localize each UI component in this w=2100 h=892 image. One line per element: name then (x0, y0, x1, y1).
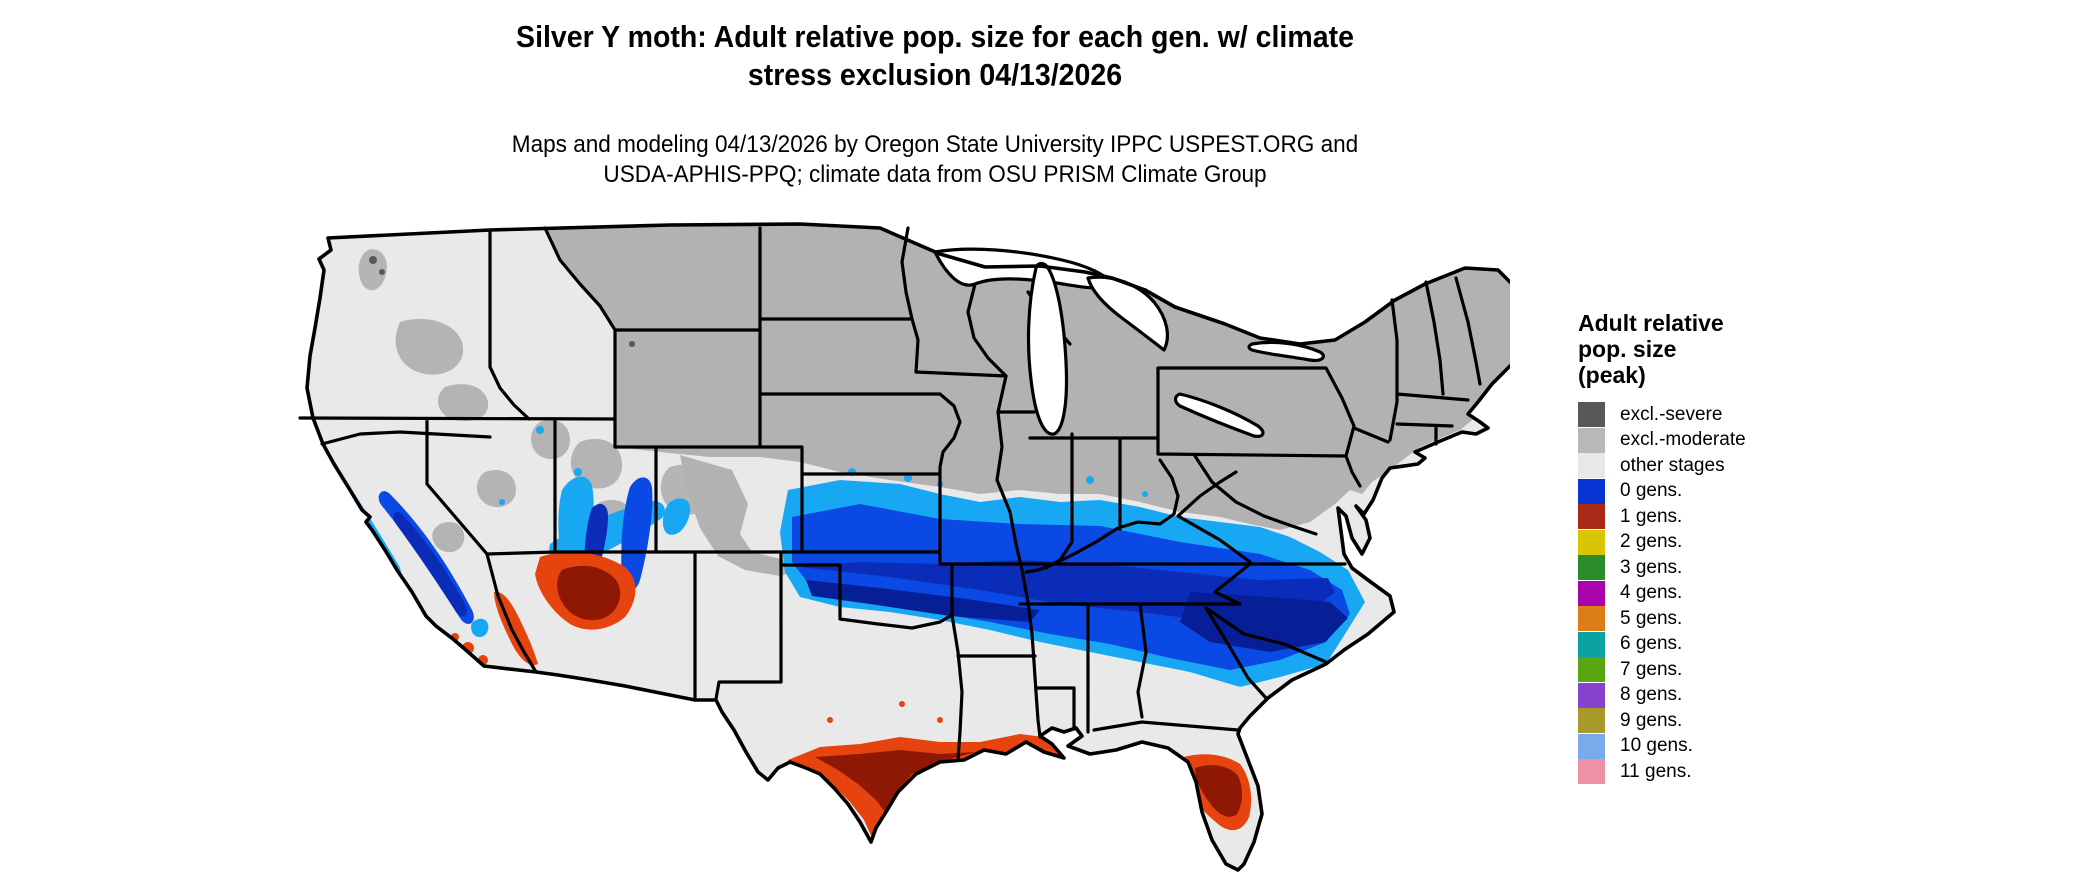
legend-item-label: 8 gens. (1620, 684, 1683, 706)
legend-item-label: 10 gens. (1620, 735, 1693, 757)
legend-color-swatch (1578, 453, 1605, 479)
legend-item-label: excl.-severe (1620, 403, 1723, 425)
legend-color-swatch (1578, 733, 1605, 759)
legend-item: 5 gens. (1578, 606, 1908, 632)
legend-color-swatch (1578, 657, 1605, 683)
legend-item-label: 6 gens. (1620, 633, 1683, 655)
lake-erie (1173, 392, 1265, 438)
legend-title-line-3: (peak) (1578, 362, 1646, 388)
subtitle-line-1: Maps and modeling 04/13/2026 by Oregon S… (511, 131, 1359, 158)
legend-color-swatch (1578, 529, 1605, 555)
legend-item-label: 4 gens. (1620, 582, 1683, 604)
gen1-region-florida-dark (1195, 765, 1243, 817)
legend-item-label: excl.-moderate (1620, 429, 1746, 451)
legend: Adult relative pop. size (peak) excl.-se… (1578, 310, 1908, 785)
legend-color-swatch (1578, 759, 1605, 785)
legend-item-label: 5 gens. (1620, 607, 1683, 629)
gen2-florida-keys (1159, 872, 1224, 880)
legend-item: 8 gens. (1578, 682, 1908, 709)
page-subtitle: Maps and modeling 04/13/2026 by Oregon S… (0, 130, 1870, 190)
legend-item: 9 gens. (1578, 708, 1908, 734)
legend-item-label: 3 gens. (1620, 556, 1683, 578)
legend-item: 3 gens. (1578, 555, 1908, 581)
great-lakes (933, 247, 1325, 438)
legend-item: 7 gens. (1578, 657, 1908, 683)
subtitle-line-2: USDA-APHIS-PPQ; climate data from OSU PR… (603, 161, 1267, 188)
legend-item-label: 9 gens. (1620, 709, 1683, 731)
us-choropleth-map (240, 172, 1538, 880)
legend-item-label: 7 gens. (1620, 658, 1683, 680)
legend-item: other stages (1578, 453, 1908, 479)
legend-color-swatch (1578, 504, 1605, 530)
legend-item-label: other stages (1620, 454, 1725, 476)
legend-color-swatch (1578, 682, 1605, 708)
gen1-texas-specks (827, 701, 943, 723)
gen0-band-deepest-ok (806, 580, 1040, 622)
title-line-2: stress exclusion 04/13/2026 (747, 57, 1123, 92)
legend-color-swatch (1578, 555, 1605, 581)
page-title: Silver Y moth: Adult relative pop. size … (0, 18, 1870, 94)
title-line-1: Silver Y moth: Adult relative pop. size … (516, 19, 1354, 54)
legend-color-swatch (1578, 478, 1605, 504)
legend-color-swatch (1578, 606, 1605, 632)
legend-color-swatch (1578, 402, 1605, 428)
legend-color-swatch (1578, 580, 1605, 606)
us-map-svg (298, 222, 1538, 880)
legend-item-label: 11 gens. (1620, 760, 1692, 782)
legend-items: excl.-severe excl.-moderate other stages… (1578, 402, 1908, 785)
legend-title: Adult relative pop. size (peak) (1578, 310, 1908, 388)
legend-item: excl.-moderate (1578, 427, 1908, 454)
legend-title-line-1: Adult relative (1578, 310, 1724, 336)
gen1-region-gulf (788, 734, 1062, 840)
excluded-severe-specks (369, 256, 635, 347)
legend-item: 1 gens. (1578, 504, 1908, 530)
legend-item: 2 gens. (1578, 529, 1908, 556)
legend-item: 4 gens. (1578, 580, 1908, 607)
legend-item-label: 2 gens. (1620, 531, 1683, 553)
gen1-region-gulf-dark (815, 750, 975, 812)
legend-color-swatch (1578, 631, 1605, 657)
legend-title-line-2: pop. size (1578, 336, 1677, 362)
legend-item: excl.-severe (1578, 402, 1908, 428)
legend-item: 11 gens. (1578, 759, 1908, 785)
legend-color-swatch (1578, 708, 1605, 734)
legend-item-label: 0 gens. (1620, 480, 1683, 502)
legend-item: 6 gens. (1578, 631, 1908, 658)
gen1-region-arizona-dark (557, 565, 621, 621)
state-borders (298, 226, 1482, 762)
legend-item: 0 gens. (1578, 478, 1908, 505)
legend-item-label: 1 gens. (1620, 505, 1683, 527)
mountain-gray-patches (358, 249, 850, 553)
legend-color-swatch (1578, 427, 1605, 453)
legend-item: 10 gens. (1578, 733, 1908, 760)
